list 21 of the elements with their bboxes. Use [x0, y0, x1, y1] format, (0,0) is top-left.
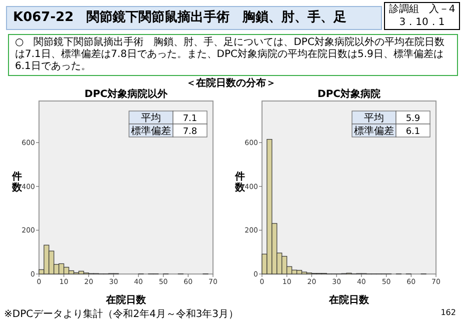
annotation: 5.9 — [406, 114, 420, 124]
x-axis-title: 在院日数 — [105, 294, 147, 306]
y-axis-title: 件数 — [234, 170, 246, 194]
annotation: 7.1 — [182, 114, 198, 124]
chart-title: DPC対象病院 — [318, 88, 380, 100]
text: ○ 関節鏡下関節鼠摘出手術 胸鎖、肘、手、足については、DPC対象病院以外の平均在院日数は7.1日、標準偏差は7.8日であった。また、DPC対象病院の平均在院日数は5.9日、標準偏差は6.1日であった。 — [8, 34, 458, 76]
text: ＜在院日数の分布＞ — [185, 76, 277, 90]
text: K067-22 関節鏡下関節鼠摘出手術 胸鎖、肘、手、足 — [6, 6, 382, 30]
annotation: 平均 — [364, 112, 384, 124]
text: 162 — [440, 308, 456, 317]
annotation: 7.8 — [182, 127, 198, 137]
annotation: 標準偏差 — [131, 125, 171, 137]
x-axis-title: 在院日数 — [328, 294, 370, 306]
y-axis-title: 件数 — [11, 170, 23, 194]
text: ※DPCデータより集計（令和2年4月～令和3年3月） — [4, 308, 239, 320]
annotation: 平均 — [141, 112, 161, 124]
chart-title: DPC対象病院以外 — [84, 88, 168, 100]
annotation: 標準偏差 — [354, 125, 394, 137]
annotation: 6.1 — [406, 127, 420, 137]
text: 診調組 入－4 — [388, 3, 456, 16]
text: 3．10．1 — [398, 16, 446, 29]
